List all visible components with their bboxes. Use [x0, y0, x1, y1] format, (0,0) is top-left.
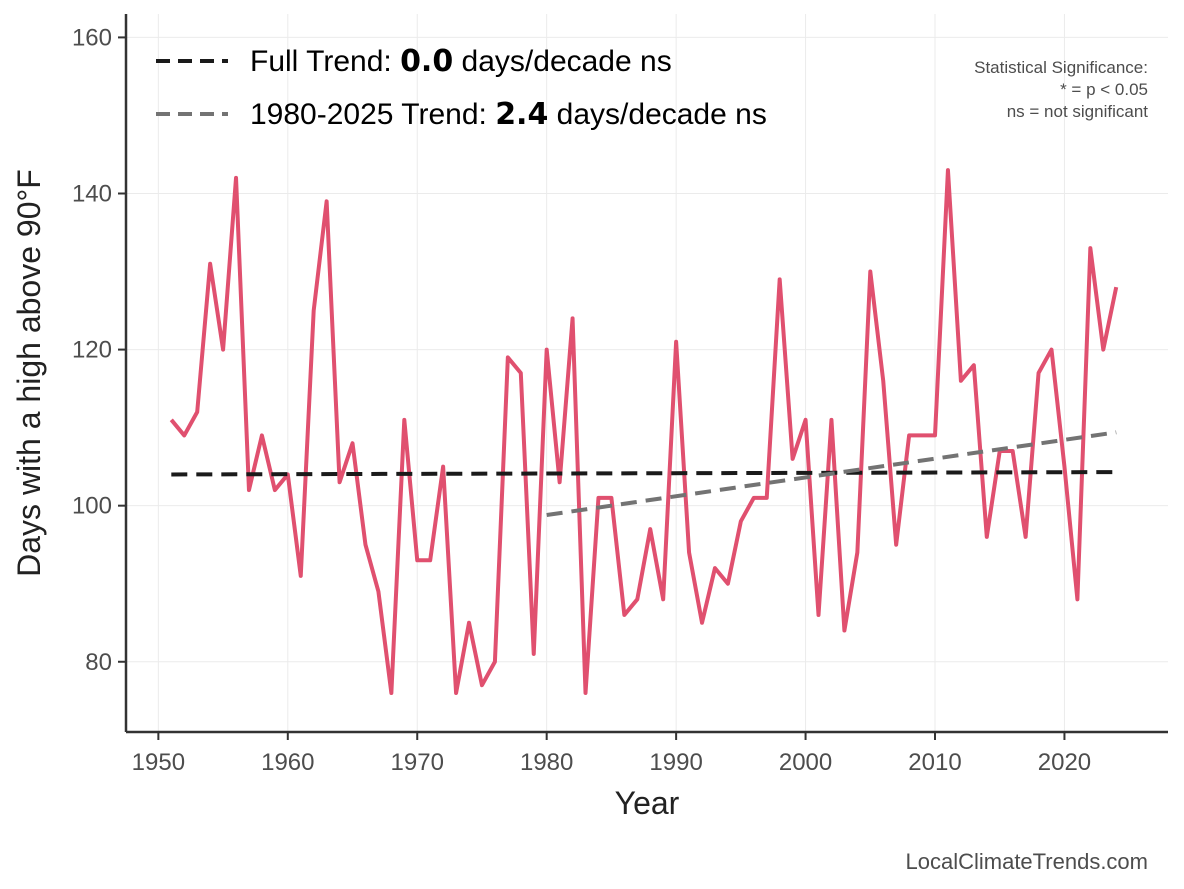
x-tick-label: 2010: [908, 749, 961, 776]
recent-trend-line: [546, 430, 1117, 518]
y-tick-label: 120: [72, 337, 112, 364]
x-tick-label: 1980: [520, 749, 573, 776]
axes: [124, 14, 1168, 734]
y-tick-label: 100: [72, 493, 112, 520]
y-axis-title: Days with a high above 90°F: [11, 169, 47, 577]
series: [169, 168, 1119, 695]
legend-value: 2.4: [495, 97, 548, 132]
source-credit: LocalClimateTrends.com: [905, 849, 1149, 874]
legend-prefix: Full Trend:: [250, 45, 400, 78]
y-tick-label: 160: [72, 24, 112, 51]
x-tick-label: 2020: [1038, 749, 1091, 776]
significance-line-1: * = p < 0.05: [1060, 80, 1148, 99]
y-tick-label: 80: [85, 649, 112, 676]
x-tick-label: 2000: [779, 749, 832, 776]
trend-lines: [171, 430, 1117, 518]
full-trend-line: [171, 470, 1117, 477]
significance-note: Statistical Significance: * = p < 0.05 n…: [974, 58, 1148, 121]
x-tick-label: 1960: [261, 749, 314, 776]
x-axis-title: Year: [615, 785, 680, 821]
significance-line-2: ns = not significant: [1007, 102, 1149, 121]
significance-title: Statistical Significance:: [974, 58, 1148, 77]
legend-label-full-trend: Full Trend: 0.0 days/decade ns: [250, 44, 672, 79]
ticks: 1950 1960 1970 1980 1990 2000 2010 2020 80 100 120…: [72, 24, 1091, 776]
legend-label-1980-2025-trend: 1980-2025 Trend: 2.4 days/decade ns: [250, 97, 767, 132]
x-tick-label: 1970: [391, 749, 444, 776]
legend-suffix: days/decade ns: [453, 45, 671, 78]
legend-suffix: days/decade ns: [548, 98, 766, 131]
legend: Full Trend: 0.0 days/decade ns 1980-2025…: [156, 44, 767, 132]
y-tick-label: 140: [72, 181, 112, 208]
x-tick-label: 1950: [132, 749, 185, 776]
legend-prefix: 1980-2025 Trend:: [250, 98, 495, 131]
x-tick-label: 1990: [649, 749, 702, 776]
legend-value: 0.0: [400, 44, 453, 79]
series-line: [169, 168, 1119, 695]
